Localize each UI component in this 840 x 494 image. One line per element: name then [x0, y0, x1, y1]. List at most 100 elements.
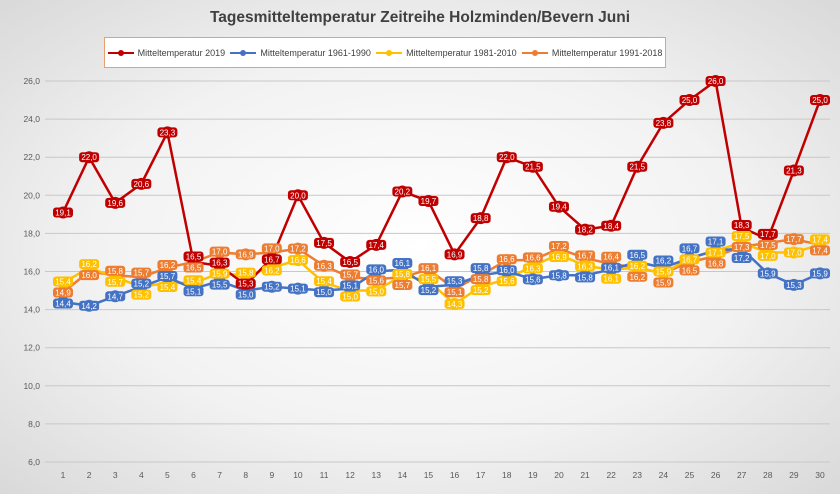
- data-label-background: [470, 213, 491, 224]
- data-label-background: [496, 265, 517, 276]
- data-label: 15,8: [473, 275, 489, 284]
- data-label-background: [679, 95, 700, 106]
- data-label: 17,4: [368, 241, 384, 250]
- data-label-background: [105, 197, 126, 208]
- data-label-background: [757, 228, 778, 239]
- y-tick-label: 14,0: [23, 305, 40, 315]
- data-label-background: [79, 270, 100, 281]
- legend-label: Mitteltemperatur 1981-2010: [406, 47, 517, 58]
- data-label: 16,1: [603, 275, 619, 284]
- data-label: 17,0: [212, 248, 228, 257]
- data-label-background: [314, 237, 335, 248]
- data-label: 16,5: [186, 263, 202, 272]
- y-tick-label: 22,0: [23, 152, 40, 162]
- data-label-background: [601, 273, 622, 284]
- data-label-background: [79, 152, 100, 163]
- data-label-background: [418, 285, 439, 296]
- data-label: 22,0: [499, 153, 515, 162]
- data-label: 16,3: [577, 262, 593, 271]
- data-label-background: [653, 117, 674, 128]
- data-label: 16,7: [577, 251, 593, 260]
- data-label-background: [731, 241, 752, 252]
- data-label: 16,1: [395, 259, 411, 268]
- y-tick-label: 6,0: [28, 457, 40, 467]
- data-label-background: [340, 269, 361, 280]
- data-label: 15,8: [238, 269, 254, 278]
- data-label-background: [470, 263, 491, 274]
- legend: Mitteltemperatur 2019 Mitteltemperatur 1…: [104, 37, 666, 68]
- x-tick-label: 8: [243, 470, 248, 480]
- data-label: 15,2: [134, 280, 150, 289]
- data-label-background: [470, 285, 491, 296]
- data-label-background: [287, 190, 308, 201]
- data-label-background: [627, 271, 648, 282]
- data-label: 15,0: [316, 288, 332, 297]
- data-label: 18,2: [577, 226, 593, 235]
- x-tick-label: 28: [763, 470, 773, 480]
- data-label-background: [575, 272, 596, 283]
- data-label-background: [392, 258, 413, 269]
- data-label-background: [53, 207, 73, 218]
- data-label: 22,0: [81, 153, 97, 162]
- data-label: 16,1: [603, 264, 619, 273]
- data-label: 15,6: [499, 277, 515, 286]
- data-label-background: [627, 260, 648, 271]
- data-label-background: [444, 249, 465, 260]
- data-label: 17,4: [812, 235, 828, 244]
- data-label: 16,8: [708, 259, 724, 268]
- data-label-background: [679, 243, 700, 254]
- data-label-background: [105, 265, 126, 276]
- data-label-background: [287, 243, 308, 254]
- data-label-background: [235, 278, 256, 289]
- x-tick-label: 27: [737, 470, 747, 480]
- data-label: 15,4: [160, 283, 176, 292]
- data-label: 15,4: [55, 277, 71, 286]
- data-label-background: [548, 251, 569, 262]
- data-label: 21,5: [629, 163, 645, 172]
- data-label-background: [209, 257, 230, 268]
- data-label-background: [392, 186, 413, 197]
- data-label-background: [653, 255, 674, 266]
- data-label: 14,9: [55, 288, 71, 297]
- data-label-background: [183, 275, 204, 286]
- data-label: 17,7: [760, 230, 776, 239]
- data-label: 16,2: [264, 266, 280, 275]
- data-label: 15,1: [447, 288, 463, 297]
- x-tick-label: 16: [450, 470, 460, 480]
- data-label: 16,9: [238, 250, 254, 259]
- data-label-background: [131, 278, 152, 289]
- data-label-background: [810, 245, 830, 256]
- data-label: 17,5: [734, 232, 750, 241]
- data-label: 18,8: [473, 214, 489, 223]
- data-label: 15,4: [186, 276, 202, 285]
- data-label: 15,7: [160, 272, 176, 281]
- data-label: 16,2: [160, 261, 176, 270]
- legend-item: Mitteltemperatur 2019: [107, 47, 226, 58]
- data-label: 15,6: [368, 276, 384, 285]
- data-label-background: [366, 286, 387, 297]
- y-tick-label: 12,0: [23, 343, 40, 353]
- data-label: 23,3: [160, 128, 176, 137]
- data-label: 16,4: [603, 253, 619, 262]
- data-label: 14,3: [447, 300, 463, 309]
- legend-label: Mitteltemperatur 1991-2018: [551, 47, 663, 58]
- data-label: 16,6: [499, 255, 515, 264]
- data-label-background: [783, 234, 804, 245]
- data-label: 15,8: [551, 271, 567, 280]
- data-label-background: [705, 258, 726, 269]
- data-label: 17,1: [708, 237, 724, 246]
- data-label-background: [287, 283, 308, 294]
- data-label-background: [157, 127, 178, 138]
- data-label: 17,0: [786, 248, 802, 257]
- data-label-background: [627, 161, 648, 172]
- x-tick-label: 14: [398, 470, 408, 480]
- data-label: 16,0: [81, 271, 97, 280]
- data-label: 17,3: [734, 243, 750, 252]
- data-label: 15,2: [473, 286, 489, 295]
- data-label: 16,9: [447, 250, 463, 259]
- data-label-background: [314, 287, 335, 298]
- legend-item: Mitteltemperatur 1961-1990: [230, 48, 371, 58]
- data-label-background: [522, 252, 543, 263]
- legend-label: Mitteltemperatur 2019: [137, 47, 226, 58]
